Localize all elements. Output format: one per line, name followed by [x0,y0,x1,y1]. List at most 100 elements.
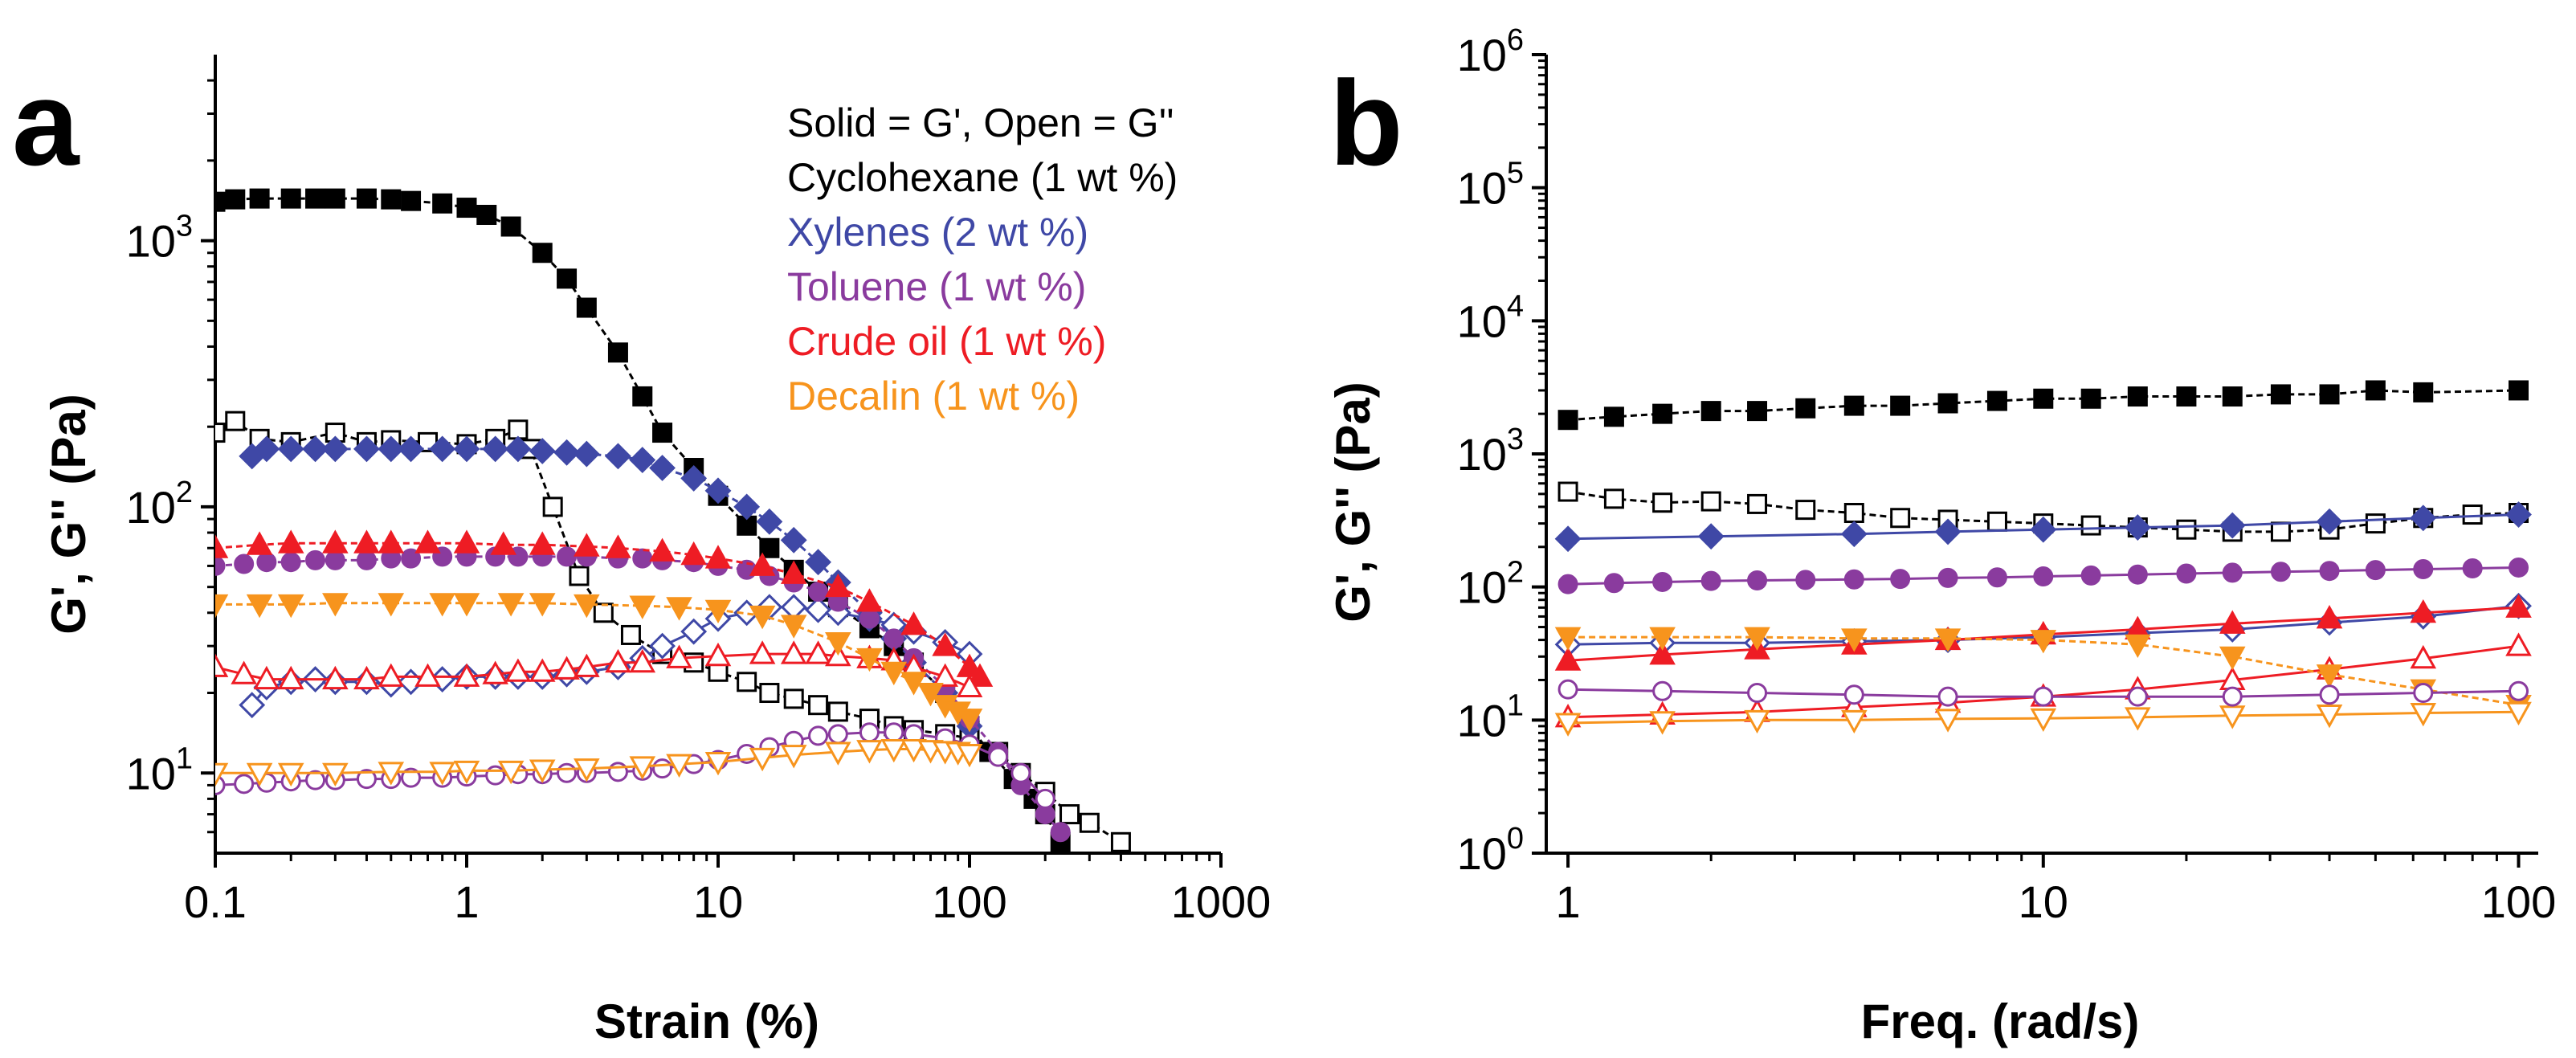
panel-a-point-toluene-g-loss [859,722,880,743]
panel-a-point-crude-oil-g-storage [453,529,480,554]
panel-a-point-crude-oil-g-loss [780,640,807,664]
panel-a-point-crude-oil-g-storage [780,560,807,584]
panel-b-point-crude-oil-g-storage [1554,647,1582,671]
panel-a-point-toluene-g-loss [1035,788,1055,809]
panel-a-point-cyclohexane-g-storage [381,189,402,210]
panel-b-series-line-xylenes-g-storage [1568,513,2519,541]
panel-b-point-decalin-g-storage [1841,628,1868,652]
panel-a-point-crude-oil-g-storage [966,663,994,687]
panel-b-point-cyclohexane-g-storage [1937,393,1958,414]
panel-b-point-cyclohexane-g-storage [1890,395,1911,416]
panel-a-series-decalin-g-loss [215,738,983,787]
panel-a-y-axis-title: G', G'' (Pa) [42,394,96,635]
panel-a-point-toluene-g-storage [215,555,226,576]
panel-b-y-tick-exponent: 6 [1507,23,1524,57]
panel-b-x-axis-title: Freq. (rad/s) [1861,995,2140,1048]
panel-a-point-toluene-g-loss [884,722,904,743]
panel-b-point-crude-oil-g-loss [2410,644,2437,669]
panel-b-point-cyclohexane-g-loss [2365,513,2386,534]
panel-a-point-decalin-g-loss [956,743,983,768]
panel-a-point-crude-oil-g-storage [932,632,958,656]
panel-a-point-xylenes-g-loss [239,692,266,719]
panel-b-point-toluene-g-loss [1937,686,1958,707]
panel-a-point-crude-oil-g-loss [231,660,257,684]
panel-a-point-crude-oil-g-loss [553,656,580,680]
panel-a-point-crude-oil-g-loss [932,663,958,687]
panel-b-y-tick-exponent: 4 [1507,289,1524,323]
panel-a-point-decalin-g-loss [322,762,349,787]
panel-b-y-tick-exponent: 1 [1507,688,1524,722]
panel-b-point-cyclohexane-g-storage [2176,386,2197,407]
panel-a-point-toluene-g-storage [557,546,578,567]
panel-a-point-xylenes-g-storage [605,443,631,470]
panel-a-point-decalin-g-storage [497,593,525,617]
panel-a-point-crude-oil-g-loss [704,642,732,667]
panel-b-point-crude-oil-g-storage [2505,594,2532,618]
panel-a-y-tick-base: 10 [126,748,176,799]
panel-b-point-xylenes-g-storage [1840,521,1868,548]
panel-a-point-decalin-g-storage [529,593,556,617]
panel-a-point-cyclohexane-g-storage [607,342,628,363]
panel-a-point-cyclohexane-g-storage [325,188,345,209]
panel-b-point-decalin-g-storage [2219,646,2246,671]
panel-b-x-tick-label: 1 [1555,876,1580,927]
panel-b-series-xylenes-g-storage [1554,501,2532,553]
panel-a-point-toluene-g-loss [808,725,829,746]
panel-b-point-toluene-g-loss [1652,680,1673,701]
panel-b-point-xylenes-g-storage [1697,523,1725,550]
panel-a-point-toluene-g-loss [607,762,628,782]
panel-a-point-decalin-g-storage [749,605,776,630]
panel-a-x-tick-label: 1 [454,876,479,927]
legend-entry-xylenes: Xylenes (2 wt %) [787,210,1088,255]
panel-b-point-toluene-g-loss [2033,686,2054,707]
panel-b-point-cyclohexane-g-loss [1890,508,1911,529]
panel-a-point-xylenes-g-storage [353,435,380,463]
panel-b-point-crude-oil-g-storage [2219,610,2246,634]
panel-a-point-crude-oil-g-loss [353,665,380,690]
panel-b-point-cyclohexane-g-storage [2365,380,2386,401]
panel-a-point-cyclohexane-g-storage [401,190,422,211]
panel-a-point-xylenes-g-storage [733,493,761,521]
panel-b-point-xylenes-g-storage [2410,504,2437,532]
panel-a-point-crude-oil-g-storage [378,529,405,554]
panel-b-x-tick-label: 100 [2481,876,2556,927]
panel-a-point-toluene-g-loss [485,765,506,786]
panel-a-point-crude-oil-g-loss [529,658,556,682]
panel-a-point-xylenes-g-storage [573,440,600,468]
panel-b-point-xylenes-g-storage [1934,518,1962,545]
panel-a-point-crude-oil-g-loss [666,644,692,668]
panel-b-point-decalin-g-loss [1934,709,1962,733]
panel-a-point-crude-oil-g-storage [414,529,441,554]
panel-b-y-tick-base: 10 [1457,163,1507,214]
panel-a-point-crude-oil-g-storage [529,531,556,555]
panel-b-point-cyclohexane-g-storage [2080,388,2101,409]
panel-a-point-xylenes-g-loss [805,596,831,623]
panel-a-point-crude-oil-g-storage [605,534,631,558]
panel-a-point-decalin-g-storage [629,595,656,619]
panel-b-point-toluene-g-storage [2365,560,2386,581]
panel-a-x-tick-label: 100 [932,876,1006,927]
panel-b-point-cyclohexane-g-loss [1747,493,1768,514]
panel-b-point-xylenes-g-storage [2124,514,2151,541]
panel-a-x-tick-label: 1000 [1171,876,1272,927]
panel-a-point-cyclohexane-g-storage [759,537,780,558]
panel-a-point-crude-oil-g-loss [956,673,983,697]
panel-b-point-toluene-g-storage [2319,561,2340,582]
panel-a-point-decalin-g-storage [956,709,983,733]
panel-a-point-decalin-g-storage [704,599,732,624]
panel-a-point-decalin-g-loss [246,762,273,787]
panel-a-point-decalin-g-storage [666,597,692,621]
panel-b-point-toluene-g-loss [2222,686,2243,707]
panel-a-point-decalin-g-loss [429,762,455,786]
panel-a-point-crude-oil-g-loss [277,665,304,690]
panel-a-point-xylenes-g-storage [680,464,708,492]
panel-a-point-cyclohexane-g-storage [500,216,521,237]
panel-b-point-cyclohexane-g-loss [1603,488,1624,509]
panel-b-point-cyclohexane-g-storage [1557,410,1578,431]
panel-b-y-tick-exponent: 5 [1507,157,1524,190]
panel-b-point-decalin-g-storage [1554,627,1582,651]
panel-b-y-tick-label: 102 [1457,556,1524,613]
panel-a-point-cyclohexane-g-loss [783,688,804,709]
panel-b-point-toluene-g-storage [1557,574,1578,594]
